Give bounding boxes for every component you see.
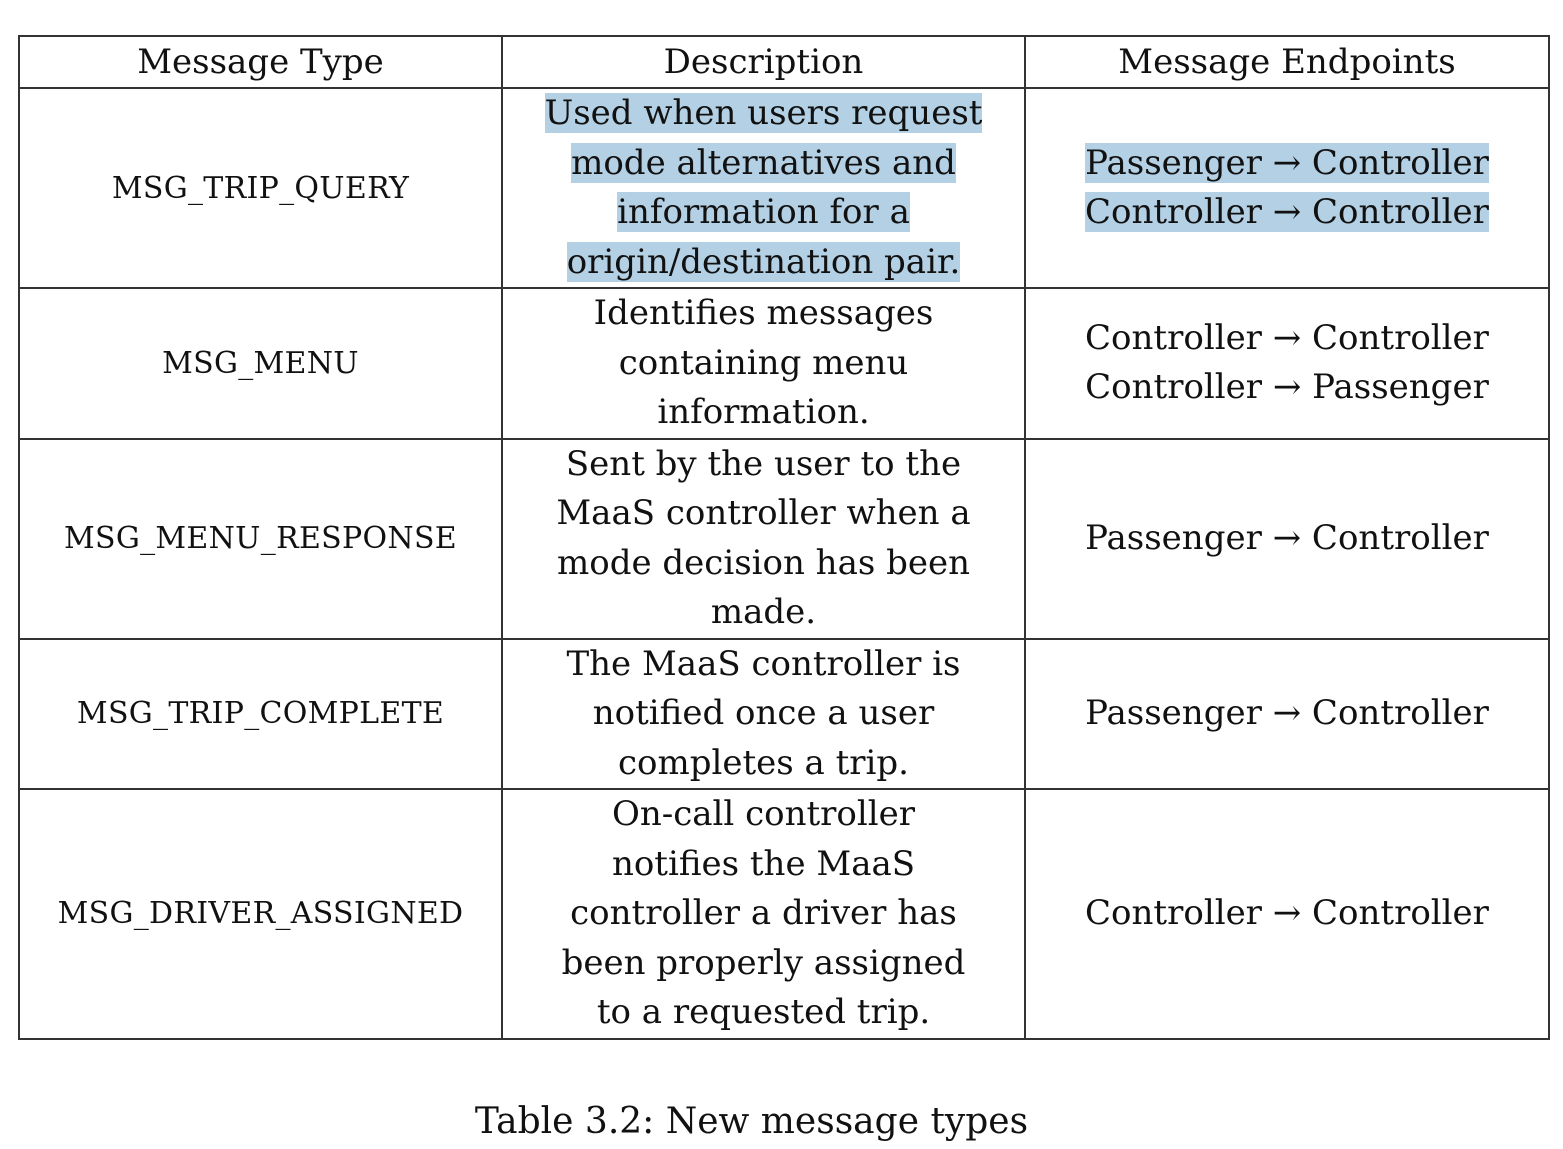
description-cell[interactable]: Sent by the user to the MaaS controller …	[501, 437, 1026, 640]
description-text[interactable]: On-call controller notifies the MaaS con…	[561, 794, 966, 1032]
table-row: MSG_MENU_RESPONSE Sent by the user to th…	[18, 437, 1550, 640]
endpoint-text[interactable]: Controller → Controller	[1085, 893, 1489, 934]
description-cell[interactable]: The MaaS controller is notified once a u…	[501, 637, 1026, 790]
message-type-cell[interactable]: MSG_DRIVER_ASSIGNED	[18, 788, 503, 1040]
endpoint-text[interactable]: Controller → Passenger	[1085, 367, 1489, 408]
header-message-endpoints: Message Endpoints	[1024, 35, 1550, 89]
endpoints-cell[interactable]: Passenger → Controller	[1024, 437, 1550, 640]
message-types-table: Message Type Description Message Endpoin…	[18, 35, 1550, 1040]
selected-description-text[interactable]: Used when users request mode alternative…	[544, 93, 983, 282]
endpoints-cell[interactable]: Passenger → Controller Controller → Cont…	[1024, 87, 1550, 289]
description-text[interactable]: Sent by the user to the MaaS controller …	[556, 443, 971, 633]
message-type-cell[interactable]: MSG_MENU_RESPONSE	[18, 437, 503, 640]
message-type-cell[interactable]: MSG_TRIP_COMPLETE	[18, 637, 503, 790]
table-row: MSG_TRIP_QUERY Used when users request m…	[18, 87, 1550, 289]
endpoints-cell[interactable]: Passenger → Controller	[1024, 637, 1550, 790]
description-cell[interactable]: On-call controller notifies the MaaS con…	[501, 788, 1026, 1040]
selected-endpoint-text[interactable]: Controller → Controller	[1085, 192, 1489, 232]
message-type-cell[interactable]: MSG_TRIP_QUERY	[18, 87, 503, 289]
endpoint-text[interactable]: Passenger → Controller	[1085, 693, 1489, 734]
description-text[interactable]: Identifies messages containing menu info…	[593, 293, 934, 432]
selected-endpoint-text[interactable]: Passenger → Controller	[1085, 143, 1489, 183]
header-description: Description	[501, 35, 1026, 89]
message-types-table-wrapper: Message Type Description Message Endpoin…	[18, 35, 1550, 1040]
message-type-cell[interactable]: MSG_MENU	[18, 287, 503, 440]
endpoints-cell[interactable]: Controller → Controller	[1024, 788, 1550, 1040]
description-cell[interactable]: Used when users request mode alternative…	[501, 87, 1026, 289]
endpoints-cell[interactable]: Controller → Controller Controller → Pas…	[1024, 287, 1550, 440]
description-text[interactable]: The MaaS controller is notified once a u…	[566, 643, 961, 783]
endpoint-text[interactable]: Controller → Controller	[1085, 318, 1489, 359]
header-message-type: Message Type	[18, 35, 503, 89]
table-caption: Table 3.2: New message types	[474, 1101, 1029, 1142]
table-row: MSG_DRIVER_ASSIGNED On-call controller n…	[18, 788, 1550, 1040]
table-header-row: Message Type Description Message Endpoin…	[18, 35, 1550, 89]
table-row: MSG_TRIP_COMPLETE The MaaS controller is…	[18, 637, 1550, 790]
table-row: MSG_MENU Identifies messages containing …	[18, 287, 1550, 440]
endpoint-text[interactable]: Passenger → Controller	[1085, 518, 1489, 558]
description-cell[interactable]: Identifies messages containing menu info…	[501, 287, 1026, 440]
